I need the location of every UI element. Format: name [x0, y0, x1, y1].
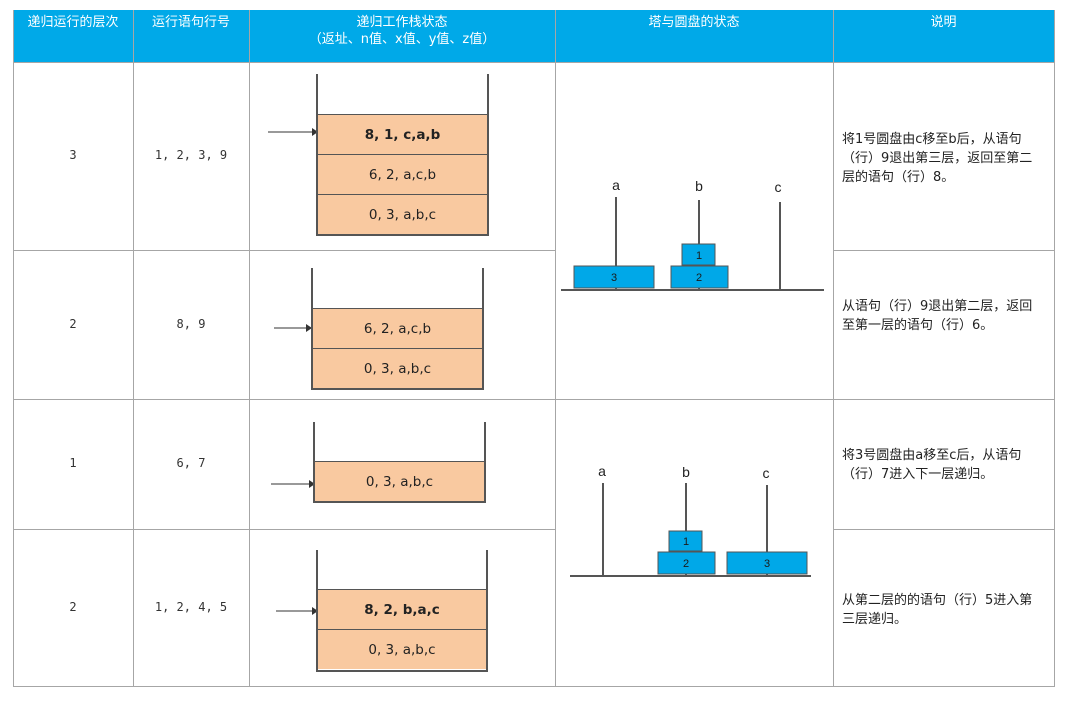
grid-line — [13, 62, 1055, 63]
disk-3 — [573, 265, 655, 289]
grid-line — [13, 399, 1055, 400]
grid-line — [555, 10, 556, 687]
stack-container: 8, 1, c,a,b 6, 2, a,c,b 0, 3, a,b,c — [316, 74, 489, 236]
grid-line — [833, 10, 834, 687]
disk-1 — [681, 243, 716, 266]
grid-line — [13, 529, 555, 530]
stack-container: 0, 3, a,b,c — [313, 422, 486, 503]
tower-diagram-1: a b c 3 2 1 — [561, 177, 824, 291]
header-notes: 说明 — [833, 10, 1054, 62]
disk-2 — [657, 551, 716, 575]
stack-frame: 6, 2, a,c,b — [313, 308, 482, 348]
stack-frame: 8, 2, b,a,c — [318, 589, 486, 629]
header-stack: 递归工作栈状态 （返址、n值、x值、y值、z值） — [249, 10, 555, 62]
peg-label-c: c — [763, 465, 770, 481]
header-stack-fields: （返址、n值、x值、y值、z值） — [308, 32, 496, 47]
disk-1 — [668, 530, 703, 552]
grid-line — [13, 686, 1055, 687]
stack-top-arrow — [268, 128, 318, 136]
grid-line — [13, 10, 14, 687]
peg-label-b: b — [695, 178, 703, 194]
disk-label: 1 — [696, 250, 702, 262]
disk-label: 2 — [683, 558, 689, 570]
peg-label-a: a — [612, 177, 620, 193]
grid-line — [133, 10, 134, 687]
stack-top-arrow — [276, 607, 318, 615]
disk-label: 1 — [683, 536, 689, 548]
stack-frame: 0, 3, a,b,c — [313, 348, 482, 388]
row-note: 将1号圆盘由c移至b后，从语句（行）9退出第三层，返回至第二层的语句（行）8。 — [842, 132, 1033, 185]
disk-label: 3 — [764, 558, 770, 570]
stack-frame: 0, 3, a,b,c — [318, 629, 486, 669]
row-note: 将3号圆盘由a移至c后，从语句（行）7进入下一层递归。 — [842, 448, 1022, 482]
stack-container: 6, 2, a,c,b 0, 3, a,b,c — [311, 268, 484, 390]
header-stack-title: 递归工作栈状态 — [356, 15, 448, 30]
stack-frame: 0, 3, a,b,c — [315, 461, 484, 501]
disk-label: 3 — [611, 272, 617, 284]
row-lines: 6, 7 — [176, 456, 206, 470]
row-level: 2 — [69, 317, 77, 331]
peg-label-a: a — [598, 463, 606, 479]
stack-frame: 6, 2, a,c,b — [318, 154, 487, 194]
peg-label-b: b — [682, 464, 690, 480]
row-level: 3 — [69, 148, 77, 162]
stack-top-arrow — [274, 324, 312, 332]
grid-line — [1054, 10, 1055, 687]
disk-3 — [726, 551, 808, 575]
disk-label: 2 — [696, 272, 702, 284]
tower-diagram-2: a b c 2 1 3 — [570, 463, 811, 577]
grid-line — [13, 250, 555, 251]
grid-line — [833, 529, 1055, 530]
stack-top-arrow — [271, 480, 315, 488]
row-note: 从语句（行）9退出第二层，返回至第一层的语句（行）6。 — [842, 299, 1033, 333]
header-level: 递归运行的层次 — [13, 10, 133, 62]
grid-line — [249, 10, 250, 687]
row-note: 从第二层的的语句（行）5进入第三层递归。 — [842, 593, 1033, 627]
disk-2 — [670, 265, 729, 289]
stack-container: 8, 2, b,a,c 0, 3, a,b,c — [316, 550, 488, 672]
row-lines: 1, 2, 3, 9 — [154, 148, 228, 162]
row-lines: 1, 2, 4, 5 — [154, 600, 228, 614]
row-level: 2 — [69, 600, 77, 614]
stack-frame: 8, 1, c,a,b — [318, 114, 487, 154]
header-towers: 塔与圆盘的状态 — [555, 10, 833, 62]
grid-line — [833, 250, 1055, 251]
row-lines: 8, 9 — [176, 317, 206, 331]
stack-frame: 0, 3, a,b,c — [318, 194, 487, 234]
header-lines: 运行语句行号 — [133, 10, 249, 62]
row-level: 1 — [69, 456, 77, 470]
peg-label-c: c — [775, 179, 782, 195]
